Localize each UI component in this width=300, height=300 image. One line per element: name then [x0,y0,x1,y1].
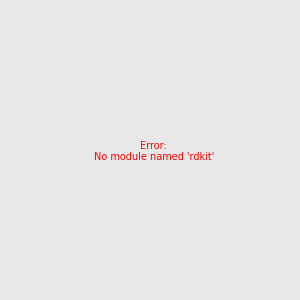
Text: Error:
No module named 'rdkit': Error: No module named 'rdkit' [94,141,214,162]
